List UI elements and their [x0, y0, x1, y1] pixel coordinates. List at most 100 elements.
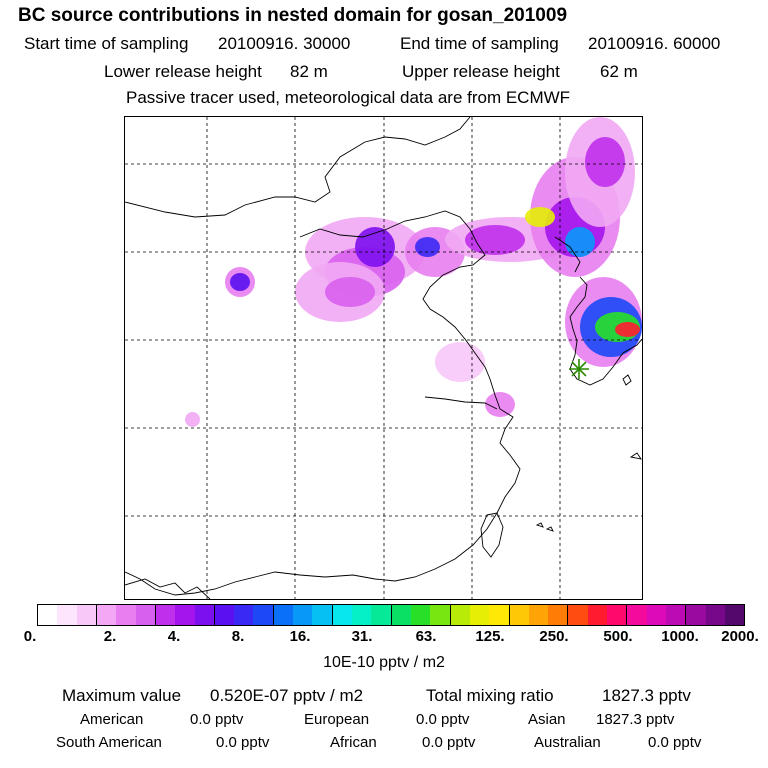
- japan-islands: [535, 374, 642, 532]
- colorbar-cell: [135, 605, 156, 625]
- end-time-value: 20100916. 60000: [588, 34, 721, 53]
- tick-label: 31.: [351, 628, 373, 645]
- colorbar-cell: [155, 605, 176, 625]
- colorbar-cell: [666, 605, 687, 625]
- colorbar-cell: [293, 605, 313, 625]
- colorbar-cell: [469, 605, 490, 625]
- tick-label: 125.: [475, 628, 505, 645]
- end-time-label: End time of sampling: [400, 34, 559, 53]
- upper-release-label: Upper release height: [402, 62, 560, 81]
- plume-patch: [435, 342, 485, 382]
- colorbar-cell: [312, 605, 333, 625]
- colorbar-cell: [96, 605, 117, 625]
- colorbar-cell: [489, 605, 510, 625]
- plume-patch: [485, 392, 515, 417]
- total-mixing-label: Total mixing ratio: [426, 686, 554, 705]
- contrib-name-asian: Asian: [528, 711, 566, 728]
- plume-patch: [615, 322, 640, 337]
- contrib-value-asian: 1827.3 pptv: [596, 711, 675, 728]
- colorbar-cell: [430, 605, 451, 625]
- max-value: 0.520E-07 pptv / m2: [210, 686, 364, 705]
- tick-label: 0.: [23, 628, 37, 645]
- colorbar-cell: [38, 605, 58, 625]
- contrib-name-european: European: [304, 711, 370, 728]
- map-plot-area: [124, 116, 643, 600]
- tick-label: 2.: [103, 628, 117, 645]
- colorbar-cell: [352, 605, 372, 625]
- concentration-field: [185, 117, 642, 427]
- tick-label: 63.: [415, 628, 437, 645]
- contrib-name-african: African: [330, 734, 377, 751]
- colorbar-unit: 10E-10 pptv / m2: [323, 654, 445, 671]
- colorbar-cell: [332, 605, 352, 625]
- colorbar-cell: [568, 605, 588, 625]
- contrib-name-american: American: [80, 711, 144, 728]
- tick-label: 4.: [167, 628, 181, 645]
- colorbar-cell: [57, 605, 77, 625]
- grid-lines: [125, 117, 642, 599]
- colorbar-cell: [686, 605, 706, 625]
- colorbar-cell: [410, 605, 431, 625]
- start-time-value: 20100916. 30000: [218, 34, 351, 53]
- colorbar-cell: [234, 605, 254, 625]
- receptor-marker-icon: [569, 359, 589, 379]
- colorbar-cell: [528, 605, 549, 625]
- contrib-value-australian: 0.0 pptv: [648, 734, 702, 751]
- taiwan: [480, 512, 504, 558]
- colorbar-cell: [391, 605, 411, 625]
- start-time-label: Start time of sampling: [24, 34, 189, 53]
- plume-patch: [585, 137, 625, 187]
- colorbar-cell: [705, 605, 725, 625]
- max-value-label: Maximum value: [62, 686, 182, 705]
- coastline-north-china: [125, 117, 471, 218]
- colorbar-cell: [175, 605, 195, 625]
- chart-title: BC source contributions in nested domain…: [18, 5, 568, 26]
- colorbar-cell: [548, 605, 569, 625]
- colorbar-cell: [724, 605, 745, 625]
- tick-label: 8.: [231, 628, 245, 645]
- plume-patch: [415, 237, 440, 257]
- colorbar: [37, 604, 745, 626]
- plume-patch: [185, 412, 200, 427]
- contrib-name-australian: Australian: [534, 734, 601, 751]
- lower-release-value: 82 m: [290, 62, 328, 81]
- border-line: [125, 578, 211, 599]
- plume-patch: [230, 273, 250, 291]
- total-mixing-value: 1827.3 pptv: [602, 686, 691, 705]
- colorbar-cell: [194, 605, 215, 625]
- colorbar-cell: [116, 605, 136, 625]
- colorbar-ticks: 0. 2. 4. 8. 16. 31. 63. 125. 250. 500. 1…: [0, 628, 768, 648]
- river-line: [424, 396, 498, 410]
- tick-label: 250.: [539, 628, 569, 645]
- colorbar-cell: [627, 605, 647, 625]
- contrib-value-african: 0.0 pptv: [422, 734, 476, 751]
- colorbar-cell: [587, 605, 608, 625]
- tracer-note: Passive tracer used, meteorological data…: [126, 88, 571, 107]
- colorbar-cell: [76, 605, 97, 625]
- upper-release-value: 62 m: [600, 62, 638, 81]
- colorbar-cell: [371, 605, 392, 625]
- plume-patch: [525, 207, 555, 227]
- tick-label: 1000.: [661, 628, 699, 645]
- tick-label: 500.: [603, 628, 633, 645]
- tick-label: 16.: [289, 628, 311, 645]
- colorbar-cell: [607, 605, 628, 625]
- coastline-liaodong: [554, 236, 581, 273]
- tick-label: 2000.: [721, 628, 759, 645]
- colorbar-cell: [646, 605, 666, 625]
- contrib-name-south-american: South American: [56, 734, 162, 751]
- colorbar-cell: [214, 605, 235, 625]
- coastline-bohai: [125, 210, 521, 596]
- colorbar-cell: [509, 605, 529, 625]
- plume-patch: [325, 277, 375, 307]
- lower-release-label: Lower release height: [104, 62, 262, 81]
- map-svg: [125, 117, 642, 599]
- plume-patch: [565, 227, 595, 257]
- contrib-value-south-american: 0.0 pptv: [216, 734, 270, 751]
- plume-patch: [355, 227, 395, 267]
- plume-patch: [465, 225, 525, 255]
- colorbar-cell: [273, 605, 294, 625]
- contrib-value-american: 0.0 pptv: [190, 711, 244, 728]
- colorbar-cell: [450, 605, 470, 625]
- contrib-value-european: 0.0 pptv: [416, 711, 470, 728]
